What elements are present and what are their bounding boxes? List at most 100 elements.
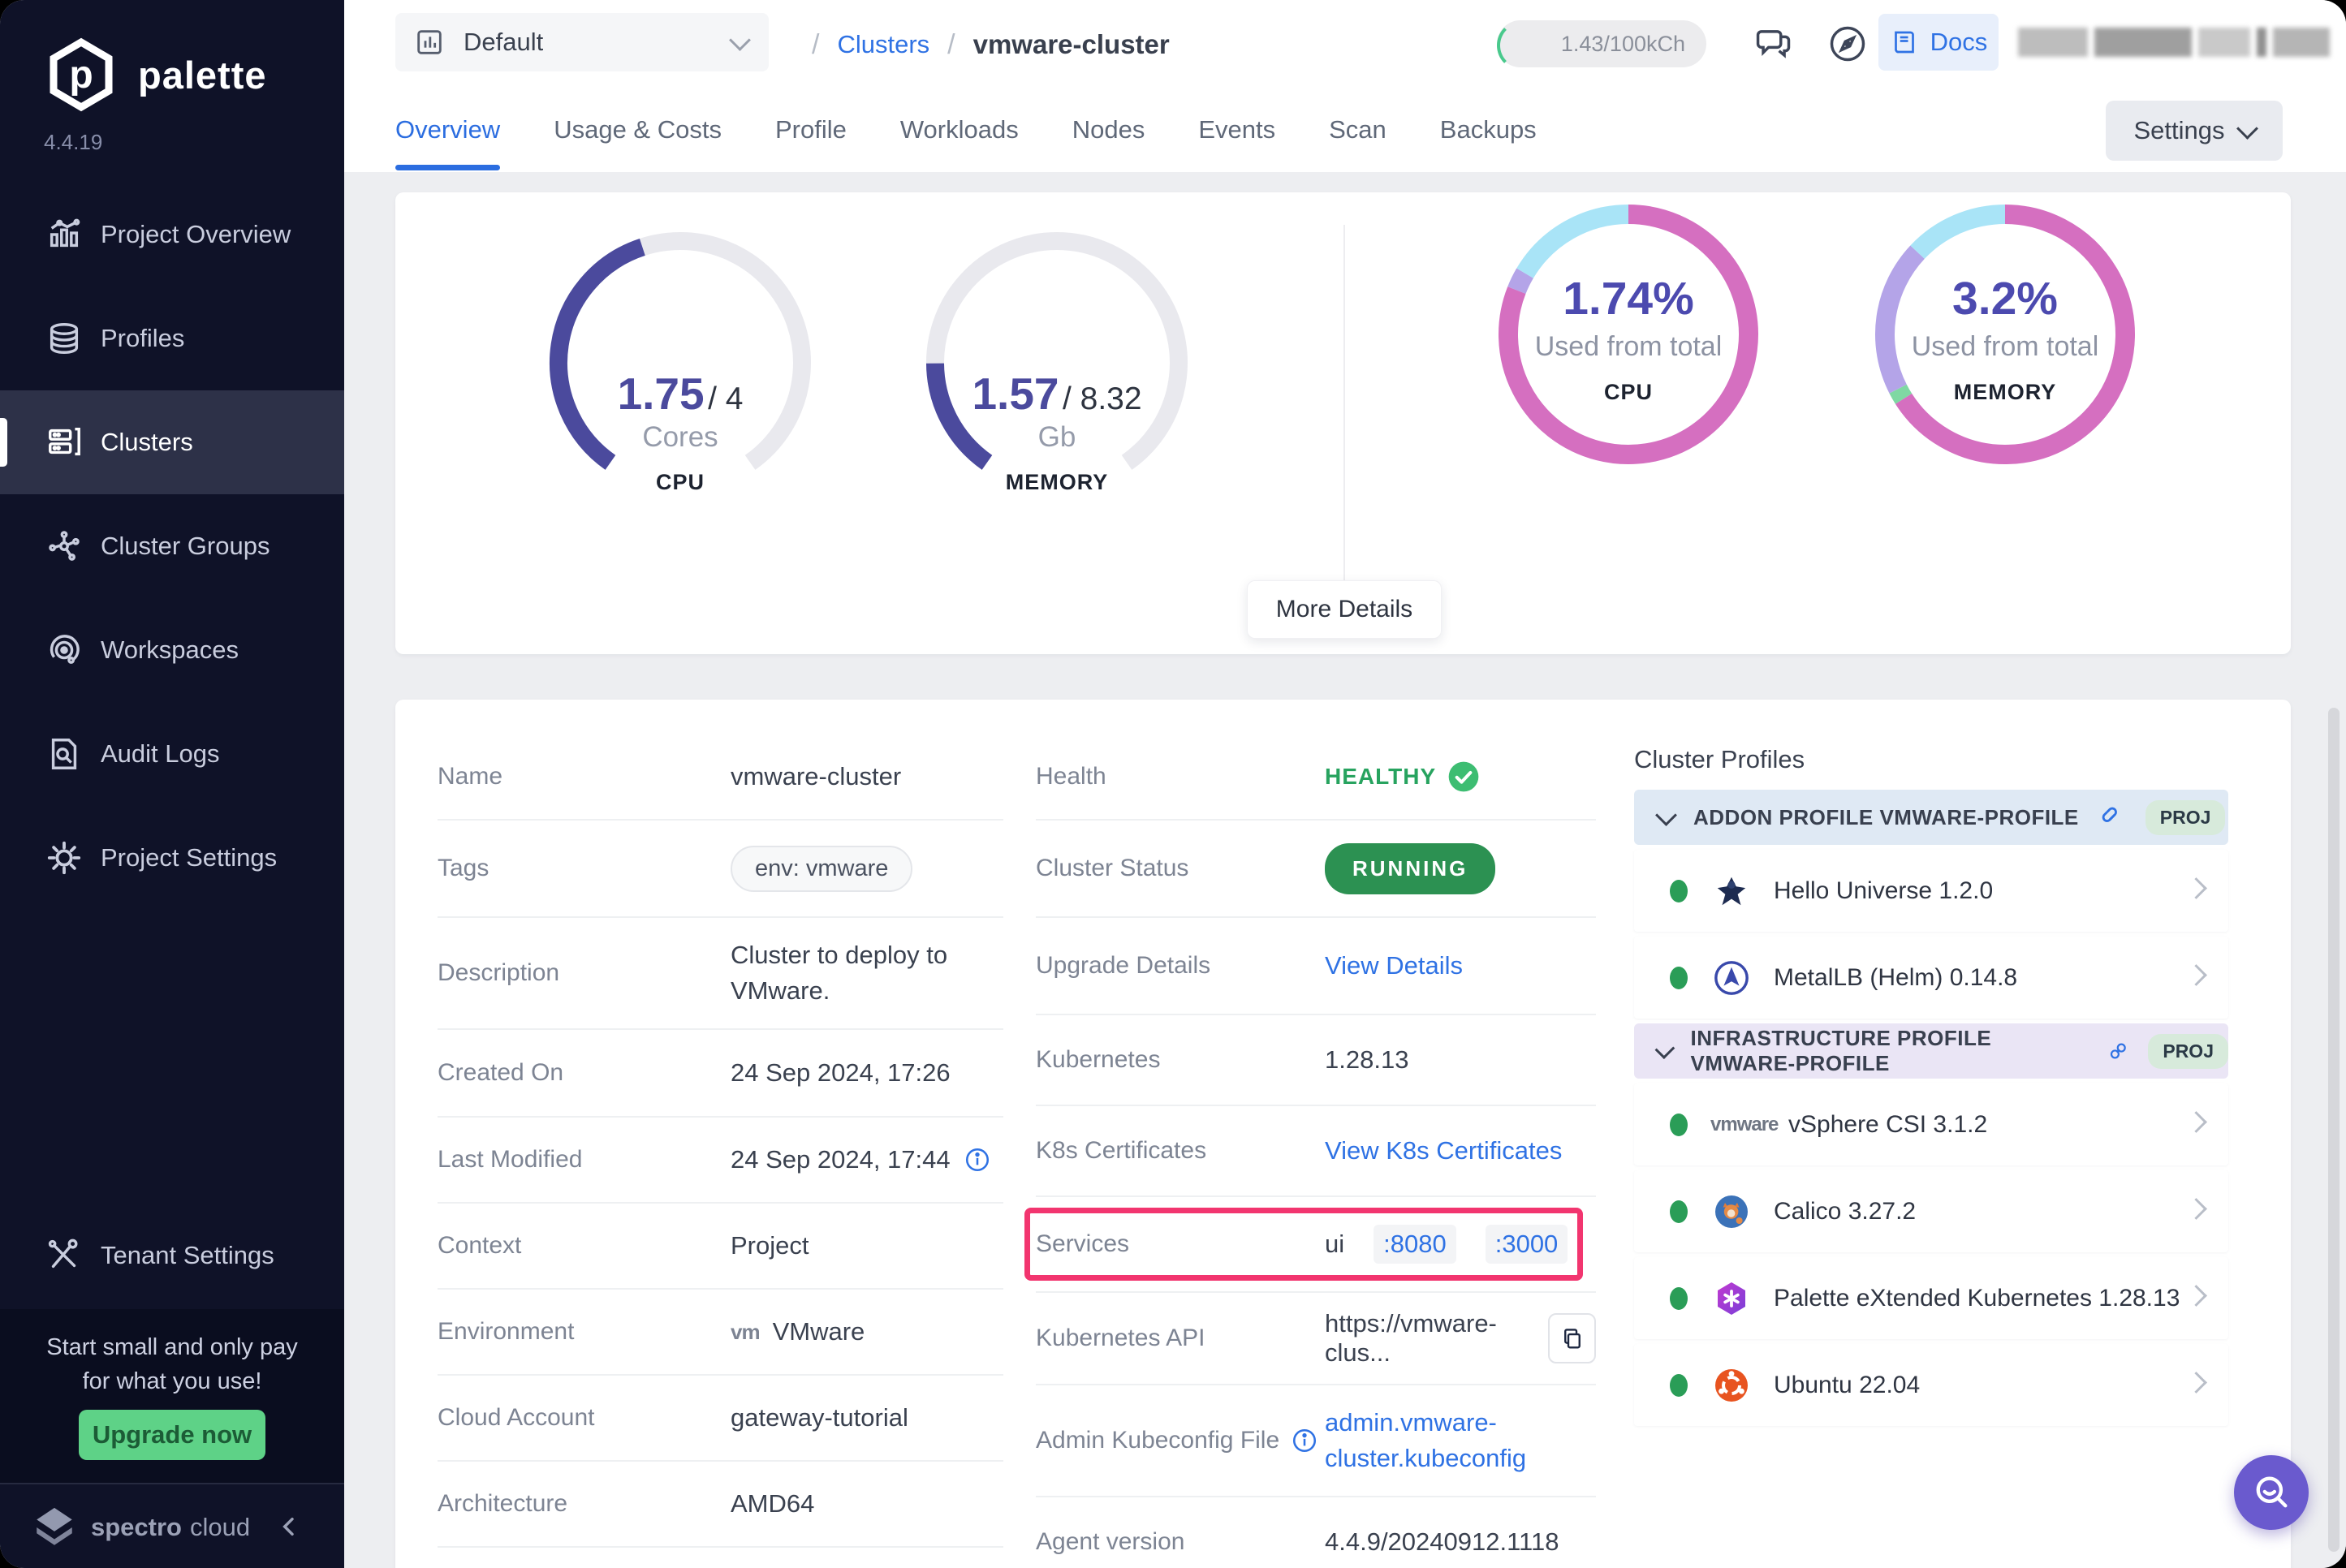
breadcrumb-clusters-link[interactable]: Clusters [837,30,929,59]
tab-overview[interactable]: Overview [395,89,500,170]
name-label: Name [438,763,731,790]
topbar: Default / Clusters / vmware-cluster 1.43… [344,0,2346,89]
upgrade-now-button[interactable]: Upgrade now [79,1410,265,1460]
view-k8s-certificates-link[interactable]: View K8s Certificates [1325,1136,1562,1165]
row-agent-version: Agent version 4.4.9/20240912.1118 [1036,1497,1596,1568]
service-port-8080-link[interactable]: :8080 [1374,1225,1456,1264]
row-last-modified: Last Modified 24 Sep 2024, 17:44 [438,1118,1003,1204]
profile-item-vsphere-csi[interactable]: vmware vSphere CSI 3.1.2 [1634,1083,2228,1165]
sidebar-nav: Project Overview Profiles Clusters [0,183,344,910]
profile-item-calico[interactable]: Calico 3.27.2 [1634,1170,2228,1252]
row-k8s-certificates: K8s Certificates View K8s Certificates [1036,1106,1596,1197]
tab-backups[interactable]: Backups [1440,89,1537,170]
redacted-username [2273,28,2330,57]
copy-icon [1560,1326,1585,1350]
agent-version-value: 4.4.9/20240912.1118 [1325,1527,1559,1557]
link-icon [2107,1037,2129,1065]
sidebar-item-cluster-groups[interactable]: Cluster Groups [0,494,344,598]
sidebar: p palette 4.4.19 Project Overview Profil… [0,0,344,1568]
settings-button-label: Settings [2133,116,2224,145]
sidebar-item-project-overview[interactable]: Project Overview [0,183,344,286]
infrastructure-profile-header[interactable]: INFRASTRUCTURE PROFILE VMWARE-PROFILE PR… [1634,1023,2228,1079]
feedback-chat-icon[interactable] [1752,23,1794,65]
chevron-down-icon [2236,118,2258,140]
sidebar-item-profiles[interactable]: Profiles [0,286,344,390]
app-window: p palette 4.4.19 Project Overview Profil… [0,0,2346,1568]
sidebar-item-audit-logs[interactable]: Audit Logs [0,702,344,806]
tab-usage-costs[interactable]: Usage & Costs [554,89,722,170]
upgrade-banner: Start small and only pay for what you us… [0,1309,344,1483]
vertical-scrollbar[interactable] [2328,708,2340,1552]
explore-compass-icon[interactable] [1826,23,1869,65]
copy-api-url-button[interactable] [1548,1313,1596,1363]
settings-button[interactable]: Settings [2106,101,2283,161]
kubernetes-api-value: https://vmware-clus... [1325,1309,1548,1368]
kubernetes-version-value: 1.28.13 [1325,1045,1408,1075]
row-cloud-account: Cloud Account gateway-tutorial [438,1376,1003,1462]
tab-events[interactable]: Events [1198,89,1275,170]
user-menu[interactable] [2018,28,2346,57]
sidebar-item-workspaces[interactable]: Workspaces [0,598,344,702]
sidebar-item-label: Tenant Settings [101,1241,274,1270]
kubeconfig-download-link[interactable]: admin.vmware- cluster.kubeconfig [1325,1405,1526,1476]
hello-universe-icon [1710,870,1753,912]
profiles-icon [45,320,83,357]
info-icon[interactable] [1291,1427,1318,1454]
clusters-icon [45,424,83,461]
profile-item-palette-extended-kubernetes[interactable]: Palette eXtended Kubernetes 1.28.13 [1634,1257,2228,1339]
cluster-info-column: Name vmware-cluster Tags env: vmware Des… [438,734,1003,1548]
row-kubernetes: Kubernetes 1.28.13 [1036,1015,1596,1106]
memory-donut-title: MEMORY [1865,380,2145,405]
infrastructure-profile-header-label: INFRASTRUCTURE PROFILE VMWARE-PROFILE [1691,1026,2088,1076]
tab-workloads[interactable]: Workloads [900,89,1019,170]
search-assistant-button[interactable] [2234,1455,2309,1530]
profile-item-hello-universe[interactable]: Hello Universe 1.2.0 [1634,850,2228,932]
usage-quota-pill[interactable]: 1.43/100kCh [1497,20,1706,67]
redacted-username [2198,28,2250,57]
sidebar-item-label: Profiles [101,324,184,353]
calico-icon [1710,1191,1753,1233]
cpu-gauge-title: CPU [541,470,820,495]
service-port-3000-link[interactable]: :3000 [1486,1225,1568,1264]
cpu-used-value: 1.75 [618,368,705,419]
sidebar-footer: spectro cloud [0,1483,344,1568]
kubernetes-api-label: Kubernetes API [1036,1325,1325,1352]
addon-profile-header[interactable]: ADDON PROFILE VMWARE-PROFILE PROJ [1634,790,2228,845]
workspaces-icon [45,631,83,669]
tab-profile[interactable]: Profile [775,89,847,170]
docs-button[interactable]: Docs [1878,14,1999,71]
row-environment: Environment vm VMware [438,1290,1003,1376]
sidebar-item-tenant-settings[interactable]: Tenant Settings [0,1204,344,1307]
tab-nodes[interactable]: Nodes [1072,89,1145,170]
app-version: 4.4.19 [44,130,102,155]
info-icon[interactable] [964,1146,991,1174]
ubuntu-icon [1710,1364,1753,1406]
profile-item-metallb[interactable]: MetalLB (Helm) 0.14.8 [1634,937,2228,1019]
view-details-link[interactable]: View Details [1325,951,1463,980]
profile-item-label: Palette eXtended Kubernetes 1.28.13 [1774,1285,2180,1312]
book-icon [1890,28,1919,57]
more-details-button[interactable]: More Details [1247,580,1442,639]
breadcrumb-separator: / [812,29,819,61]
cluster-tabs: Overview Usage & Costs Profile Workloads… [344,89,2346,170]
breadcrumb-current: vmware-cluster [973,29,1170,60]
memory-percent-subtitle: Used from total [1865,331,2145,363]
tab-scan[interactable]: Scan [1329,89,1386,170]
sidebar-item-project-settings[interactable]: Project Settings [0,806,344,910]
cluster-profiles-column: Cluster Profiles ADDON PROFILE VMWARE-PR… [1634,734,2228,1426]
row-created-on: Created On 24 Sep 2024, 17:26 [438,1030,1003,1118]
project-selector-value: Default [464,28,543,57]
project-selector[interactable]: Default [395,13,769,71]
row-kubernetes-api: Kubernetes API https://vmware-clus... [1036,1293,1596,1385]
row-name: Name vmware-cluster [438,734,1003,821]
breadcrumb: / Clusters / vmware-cluster [812,0,1170,89]
sidebar-item-clusters[interactable]: Clusters [0,390,344,494]
memory-total-value: / 8.32 [1063,381,1142,416]
profile-item-ubuntu[interactable]: Ubuntu 22.04 [1634,1344,2228,1426]
redacted-username [2018,28,2088,57]
description-value: Cluster to deploy to VMware. [731,937,1003,1009]
collapse-sidebar-icon[interactable] [276,1514,302,1540]
card-divider [1343,225,1345,631]
sidebar-item-label: Workspaces [101,635,239,665]
cpu-percent-subtitle: Used from total [1489,331,1768,363]
